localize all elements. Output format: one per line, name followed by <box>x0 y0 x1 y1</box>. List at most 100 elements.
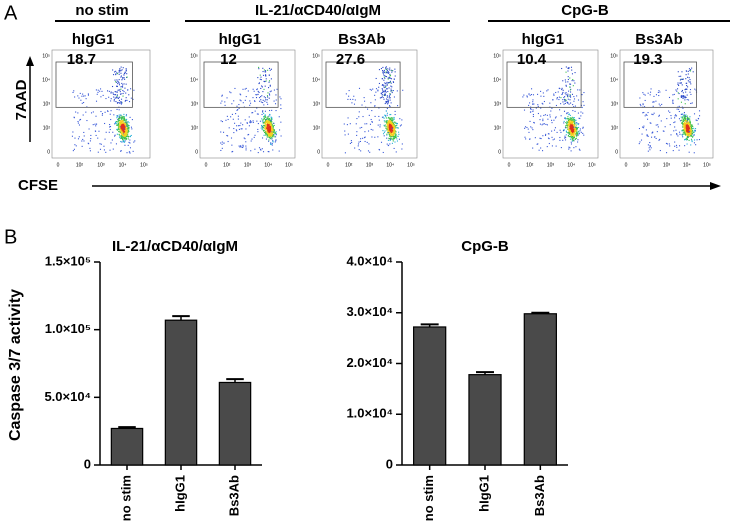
event-dot <box>681 96 683 98</box>
event-dot <box>659 105 661 107</box>
event-dot <box>570 150 572 152</box>
event-dot <box>268 119 270 121</box>
event-dot <box>676 90 678 92</box>
y-tick-label: 1.0×10⁴ <box>346 406 393 421</box>
event-dot <box>571 131 573 133</box>
event-dot <box>122 118 125 120</box>
event-dot <box>383 86 385 89</box>
event-dot <box>350 140 352 142</box>
event-dot <box>680 116 682 118</box>
event-dot <box>118 84 121 86</box>
event-dot <box>120 130 122 132</box>
event-dot <box>541 150 544 152</box>
event-dot <box>103 145 105 147</box>
event-dot <box>123 116 125 118</box>
event-dot <box>568 113 570 115</box>
event-dot <box>268 140 270 142</box>
event-dot <box>117 127 119 129</box>
event-dot <box>126 131 128 133</box>
event-dot <box>691 134 693 136</box>
event-dot <box>126 127 128 129</box>
event-dot <box>537 93 539 95</box>
event-dot <box>358 141 360 143</box>
event-dot <box>385 110 387 112</box>
event-dot <box>385 67 387 69</box>
flow-y-tick: 10² <box>43 125 51 131</box>
event-dot <box>646 135 648 137</box>
event-dot <box>273 136 275 138</box>
event-dot <box>133 89 135 91</box>
event-dot <box>682 95 684 97</box>
flow-y-tick: 10² <box>313 125 321 131</box>
event-dot <box>119 137 121 139</box>
event-dot <box>270 119 272 122</box>
event-dot <box>82 138 84 141</box>
event-dot <box>645 113 647 115</box>
event-dot <box>120 125 122 127</box>
event-dot <box>384 102 386 105</box>
event-dot <box>547 137 550 139</box>
event-dot <box>387 102 389 104</box>
event-dot <box>269 137 271 139</box>
event-dot <box>532 99 534 101</box>
event-dot <box>569 123 571 125</box>
event-dot <box>243 137 245 139</box>
event-dot <box>104 138 106 140</box>
event-dot <box>689 81 691 83</box>
event-dot <box>696 139 698 141</box>
event-dot <box>681 121 683 123</box>
event-dot <box>392 121 394 123</box>
flow-x-tick: 0 <box>327 162 330 168</box>
event-dot <box>267 96 269 98</box>
event-dot <box>261 85 263 87</box>
flow-x-tick: 10³ <box>547 162 555 168</box>
flow-x-tick: 10⁵ <box>407 162 415 168</box>
event-dot <box>127 125 129 127</box>
event-dot <box>264 130 266 132</box>
event-dot <box>265 80 267 82</box>
event-dot <box>381 92 383 94</box>
event-dot <box>239 93 241 95</box>
event-dot <box>124 144 126 146</box>
event-dot <box>378 148 380 151</box>
event-dot <box>541 124 543 126</box>
event-dot <box>532 115 534 118</box>
event-dot <box>239 99 241 101</box>
event-dot <box>391 131 394 133</box>
event-dot <box>269 130 271 132</box>
event-dot <box>101 113 104 115</box>
event-dot <box>687 128 689 131</box>
event-dot <box>680 95 682 97</box>
event-dot <box>268 81 270 83</box>
flow-y-tick: 10⁴ <box>610 77 618 83</box>
event-dot <box>129 142 131 144</box>
event-dot <box>571 133 573 135</box>
event-dot <box>566 124 568 126</box>
event-dot <box>125 69 127 71</box>
event-dot <box>390 135 392 137</box>
event-dot <box>650 122 652 124</box>
event-dot <box>647 135 649 137</box>
event-dot <box>88 143 90 145</box>
event-dot <box>83 131 85 133</box>
event-dot <box>387 68 389 70</box>
arrow-head <box>710 182 721 190</box>
event-dot <box>261 129 263 131</box>
event-dot <box>688 134 690 136</box>
event-dot <box>123 128 125 130</box>
event-dot <box>392 122 394 125</box>
event-dot <box>576 135 578 137</box>
event-dot <box>120 114 122 116</box>
y-axis-label: 7AAD <box>13 79 30 120</box>
event-dot <box>98 130 100 132</box>
event-dot <box>390 134 392 136</box>
event-dot <box>678 118 680 120</box>
event-dot <box>81 145 83 147</box>
event-dot <box>563 103 565 105</box>
event-dot <box>389 117 391 119</box>
event-dot <box>233 100 235 102</box>
event-dot <box>100 96 102 98</box>
event-dot <box>128 101 131 103</box>
event-dot <box>683 131 686 133</box>
event-dot <box>574 110 576 112</box>
